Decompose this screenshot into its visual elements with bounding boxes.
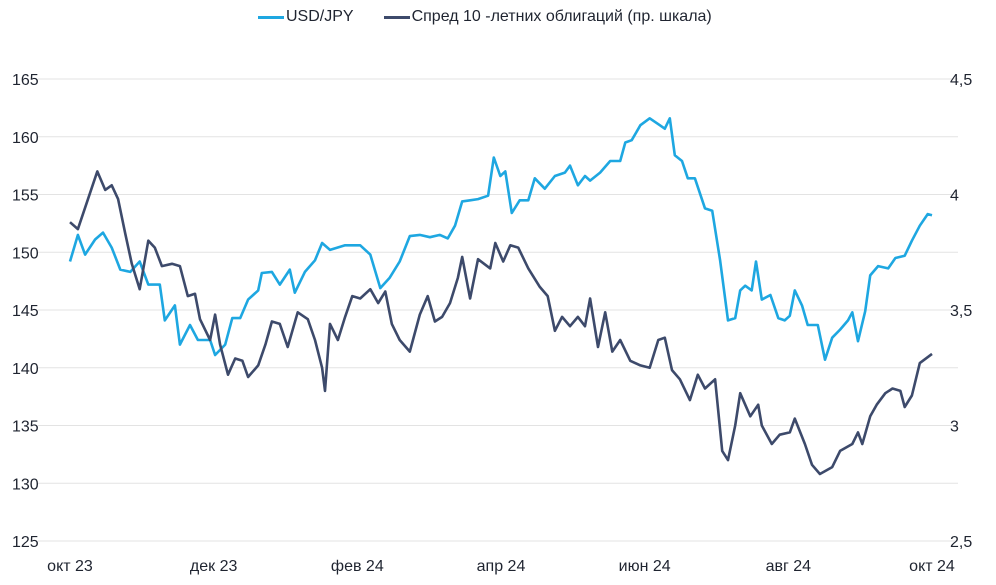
legend-swatch	[258, 15, 284, 19]
y-left-tick-label: 150	[12, 245, 39, 262]
x-tick-label: окт 23	[47, 558, 93, 575]
y-left-tick-label: 125	[12, 534, 39, 551]
x-tick-label: авг 24	[766, 558, 812, 575]
y-left-tick-label: 145	[12, 303, 39, 320]
y-left-tick-label: 160	[12, 130, 39, 147]
y-right-tick-label: 3,5	[950, 303, 972, 320]
legend: USD/JPY Спред 10 -летних облигаций (пр. …	[258, 8, 712, 26]
x-tick-label: апр 24	[477, 558, 526, 575]
y-right-tick-label: 4,5	[950, 72, 972, 89]
y-right-tick-label: 2,5	[950, 534, 972, 551]
series-line-usdjpy	[68, 117, 933, 361]
y-right-tick-label: 3	[950, 419, 959, 436]
legend-item-spread: Спред 10 -летних облигаций (пр. шкала)	[383, 8, 712, 26]
y-left-tick-label: 165	[12, 72, 39, 89]
legend-label: Спред 10 -летних облигаций (пр. шкала)	[411, 8, 712, 25]
legend-swatch	[383, 15, 410, 19]
x-tick-label: дек 23	[190, 558, 238, 575]
y-right-tick-label: 4	[950, 188, 959, 205]
legend-label: USD/JPY	[286, 8, 354, 25]
y-left-tick-label: 155	[12, 188, 39, 205]
y-left-tick-label: 140	[12, 361, 39, 378]
x-tick-label: фев 24	[331, 558, 384, 575]
x-tick-label: окт 24	[909, 558, 955, 575]
x-tick-label: июн 24	[619, 558, 671, 575]
series-line-spread	[69, 170, 933, 476]
legend-item-usdjpy: USD/JPY	[258, 8, 354, 26]
y-left-tick-label: 135	[12, 419, 39, 436]
y-left-tick-label: 130	[12, 476, 39, 493]
